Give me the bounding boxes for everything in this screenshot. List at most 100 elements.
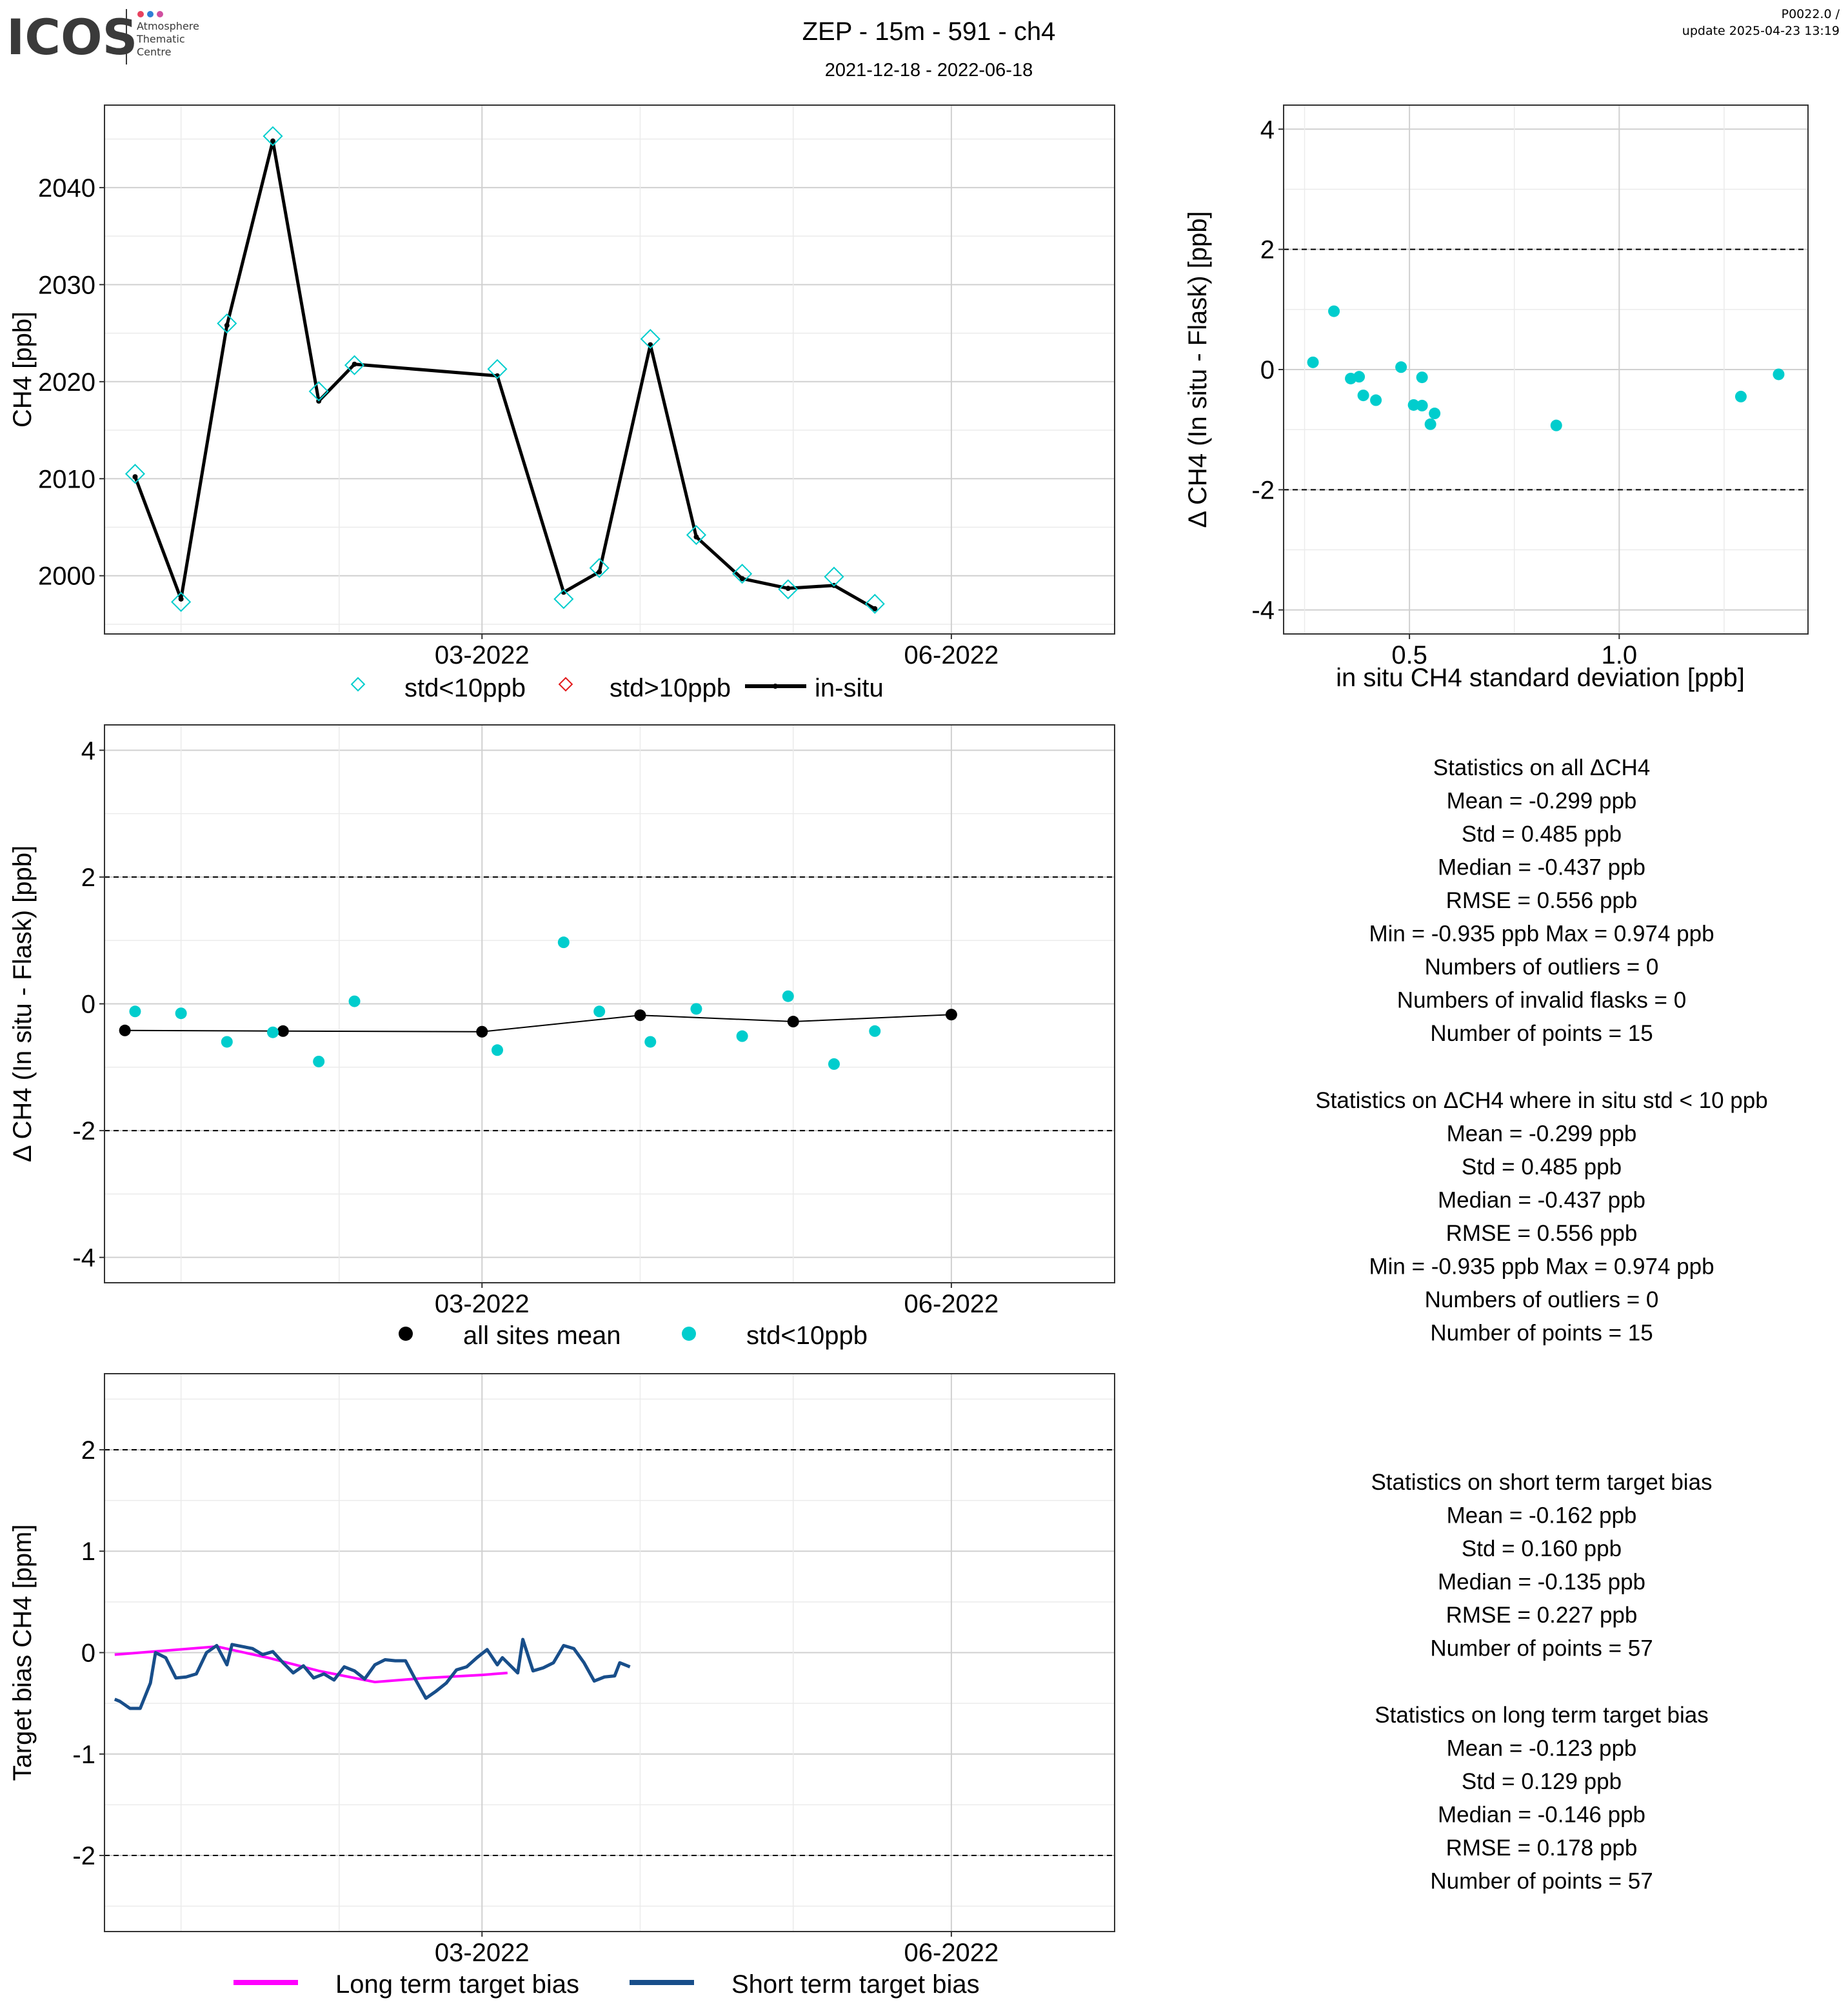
stats-line: Mean = -0.162 ppb [1447,1503,1637,1528]
stats-line: Mean = -0.299 ppb [1447,789,1637,814]
stats-short-term: Statistics on short term target bias Mean… [1371,1470,1712,1661]
y-tick-label: 2030 [38,271,95,299]
stats-line: Std = 0.485 ppb [1462,1154,1622,1180]
insitu-point [132,474,138,480]
y-tick-label: -2 [72,1842,95,1870]
delta-y-axis-label: Δ CH4 (In situ - Flask) [ppb] [8,845,37,1162]
timeseries-chart: 2000 2010 2020 2030 2040 03-2022 06-2022 CH4 … [8,104,1115,702]
target-y-axis-label: Target bias CH4 [ppm] [8,1525,37,1781]
flask-diamond [640,329,661,350]
logo-dot-pink [157,11,163,17]
x-tick-label: 06-2022 [904,641,999,669]
flask-diamond [864,593,885,614]
delta-point [129,1005,141,1018]
delta-point [782,990,794,1002]
stats-line: Median = -0.146 ppb [1438,1803,1645,1828]
legend-std-dot [682,1327,696,1341]
stats-line: Median = -0.437 ppb [1438,855,1645,880]
page-subtitle: 2021-12-18 - 2022-06-18 [825,60,1033,81]
target-gridlines [104,1374,1115,1932]
logo-sub-2: Thematic [136,33,185,45]
delta-std-point [1550,419,1562,431]
delta-vs-std-chart: -4 -2 0 2 4 0.5 1.0 Δ CH4 (In situ - Flask) [… [1184,104,1809,692]
flask-diamond [263,126,283,146]
flask-diamond [344,355,365,375]
delta-timeseries-chart: -4 -2 0 2 4 03-2022 06-2022 Δ CH4 (In situ - … [8,724,1115,1350]
delta-std-point [1357,390,1369,402]
update-label: update 2025-04-23 13:19 [1682,24,1840,38]
legend-insitu-dot [773,684,778,689]
stats-line: Mean = -0.299 ppb [1447,1122,1637,1147]
delta-y-ticks: -4 -2 0 2 4 [72,737,104,1272]
y-tick-label: -1 [72,1741,95,1769]
insitu-point [739,576,745,582]
delta-std-point [1773,368,1785,381]
mean-line [124,1014,951,1033]
short-term-bias-line [114,1637,631,1710]
insitu-point [597,569,602,575]
delta-std-point [1395,361,1407,373]
target-y-ticks: -2 -1 0 1 2 [72,1436,104,1870]
legend-diamond-cyan [350,677,366,692]
legend-long-term: Long term target bias [335,1970,579,1999]
ts-legend: std<10ppb std>10ppb in-situ [350,674,884,702]
stats-line: Std = 0.160 ppb [1462,1536,1622,1561]
icos-logo: ICOS Atmosphere Thematic Centre [6,8,199,66]
target-bias-chart: -2 -1 0 1 2 03-2022 06-2022 Target bias CH4 [… [8,1373,1115,1999]
flask-diamond [732,564,753,584]
y-tick-label: 2010 [38,465,95,493]
x-tick-label: 06-2022 [904,1290,999,1318]
delta-point [221,1036,233,1048]
mean-point [945,1009,957,1021]
insitu-point [872,606,878,611]
stats-line: Statistics on long term target bias [1375,1703,1708,1728]
logo-text: ICOS [6,8,137,66]
ts-x-ticks: 03-2022 06-2022 [435,634,999,669]
stats-line: Statistics on ΔCH4 where in situ std < 1… [1315,1088,1767,1113]
y-tick-label: 2040 [38,174,95,203]
delta-std-point [1370,394,1382,406]
sd-y-axis-label: Δ CH4 (In situ - Flask) [ppb] [1184,211,1212,528]
delta-point [492,1044,503,1056]
insitu-point [224,322,230,328]
delta-legend: all sites mean std<10ppb [399,1321,868,1350]
mean-point [119,1024,131,1036]
delta-gridlines [104,725,1115,1283]
stats-line: Number of points = 57 [1430,1869,1653,1894]
logo-dot-blue [147,11,154,17]
stats-line: RMSE = 0.227 ppb [1446,1603,1638,1628]
ts-y-axis-label: CH4 [ppb] [8,311,37,428]
sd-x-axis-label: in situ CH4 standard deviation [ppb] [1336,664,1745,692]
y-tick-label: 0 [1260,356,1275,384]
y-tick-label: -4 [1251,597,1275,625]
x-tick-label: 06-2022 [904,1939,999,1967]
long-term-bias-line [114,1645,508,1684]
insitu-point [693,534,699,540]
y-tick-label: 4 [81,737,95,765]
flask-diamond [171,591,192,612]
delta-point [348,995,361,1007]
x-tick-label: 0.5 [1391,641,1427,669]
x-tick-label: 03-2022 [435,1939,530,1967]
y-tick-label: 2 [81,1436,95,1465]
flask-diamond [217,313,237,334]
stats-line: Numbers of outliers = 0 [1425,954,1659,980]
target-reference-lines [104,1448,1115,1857]
legend-all-sites-mean: all sites mean [463,1321,621,1350]
sd-reference-lines [1284,248,1808,491]
delta-point [557,936,570,949]
delta-std-point [1424,418,1436,430]
legend-std-lt10: std<10ppb [404,674,526,702]
stats-line: Median = -0.437 ppb [1438,1188,1645,1213]
insitu-point [785,586,791,591]
y-tick-label: -2 [72,1117,95,1145]
flask-diamond [308,381,329,402]
x-tick-label: 03-2022 [435,641,530,669]
delta-point [690,1003,702,1015]
y-tick-label: -4 [72,1244,95,1272]
stats-line: Std = 0.129 ppb [1462,1769,1622,1794]
flask-diamond [124,464,146,484]
page-title: ZEP - 15m - 591 - ch4 [802,17,1056,46]
flask-diamond [824,566,844,587]
